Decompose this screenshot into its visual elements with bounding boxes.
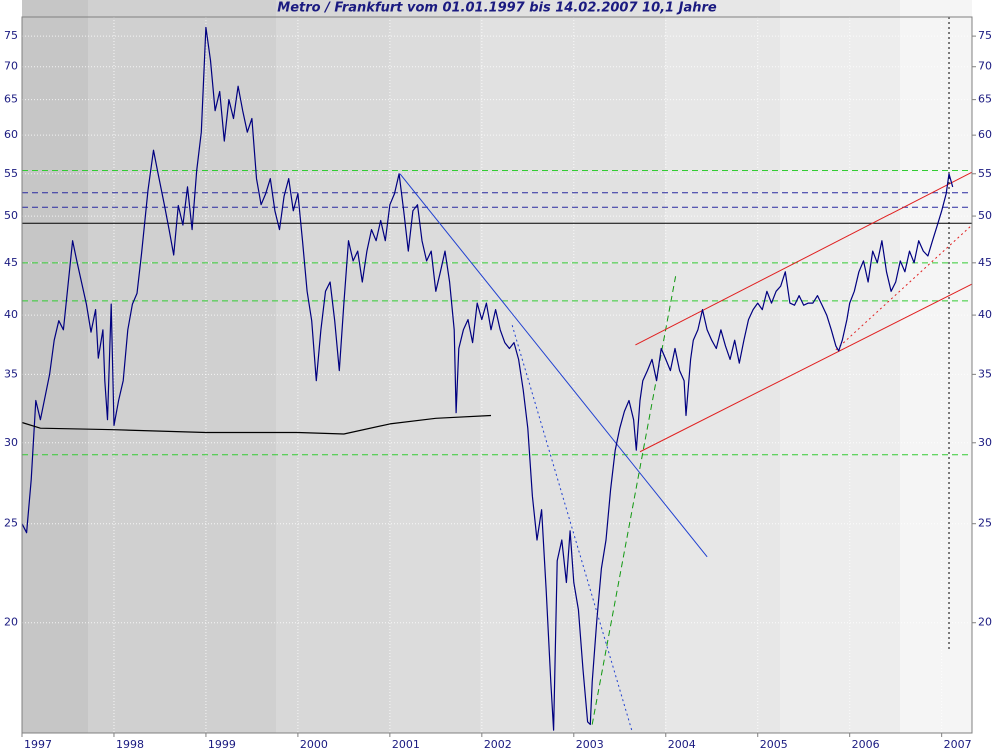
y-tick-label: 30 <box>4 436 18 449</box>
x-tick-label: 2001 <box>392 738 420 751</box>
chart-title: Metro / Frankfurt vom 01.01.1997 bis 14.… <box>277 1 717 16</box>
x-tick-label: 2006 <box>852 738 880 751</box>
price-line <box>21 26 954 731</box>
band <box>276 0 390 733</box>
band <box>22 0 88 733</box>
y-tick-label: 50 <box>4 209 18 222</box>
y-tick-label: 55 <box>4 167 18 180</box>
y-tick-label: 75 <box>4 29 18 42</box>
band <box>780 0 900 733</box>
y-tick-label: 35 <box>4 367 18 380</box>
y-tick-label: 45 <box>4 256 18 269</box>
series <box>21 26 954 731</box>
x-tick-label: 1999 <box>208 738 236 751</box>
y-tick-label: 25 <box>4 517 18 530</box>
y2-tick-label: 50 <box>978 209 992 222</box>
background-bands <box>22 0 972 733</box>
y2-tick-label: 45 <box>978 256 992 269</box>
x-tick-label: 2004 <box>668 738 696 751</box>
band <box>665 0 780 733</box>
trend-line <box>835 224 973 351</box>
y2-tick-label: 35 <box>978 367 992 380</box>
price-line <box>21 414 492 435</box>
trend-line <box>635 171 973 346</box>
y-tick-label: 60 <box>4 128 18 141</box>
y2-tick-label: 25 <box>978 517 992 530</box>
x-tick-label: 2007 <box>944 738 972 751</box>
y-tick-label: 40 <box>4 308 18 321</box>
y2-tick-label: 40 <box>978 308 992 321</box>
band <box>390 0 480 733</box>
x-tick-label: 1997 <box>24 738 52 751</box>
y2-tick-label: 70 <box>978 60 992 73</box>
y2-tick-label: 55 <box>978 167 992 180</box>
band <box>900 0 972 733</box>
trend-line <box>511 325 633 731</box>
y2-tick-label: 30 <box>978 436 992 449</box>
x-tick-label: 2000 <box>300 738 328 751</box>
y2-tick-label: 65 <box>978 93 992 106</box>
tick-labels: 20 20 25 25 30 30 35 35 40 40 45 45 50 50 55 55 60 60 65 65… <box>4 29 992 751</box>
trend-line <box>399 173 708 558</box>
x-tick-label: 1998 <box>116 738 144 751</box>
y2-tick-label: 20 <box>978 616 992 629</box>
plot-frame <box>21 16 973 734</box>
band <box>480 0 665 733</box>
x-tick-label: 2003 <box>576 738 604 751</box>
y-tick-label: 70 <box>4 60 18 73</box>
x-tick-label: 2002 <box>484 738 512 751</box>
reference-lines <box>22 17 973 731</box>
y-tick-label: 20 <box>4 616 18 629</box>
y-tick-label: 65 <box>4 93 18 106</box>
x-tick-label: 2005 <box>760 738 788 751</box>
y2-tick-label: 75 <box>978 29 992 42</box>
y2-tick-label: 60 <box>978 128 992 141</box>
trend-line <box>639 283 973 453</box>
